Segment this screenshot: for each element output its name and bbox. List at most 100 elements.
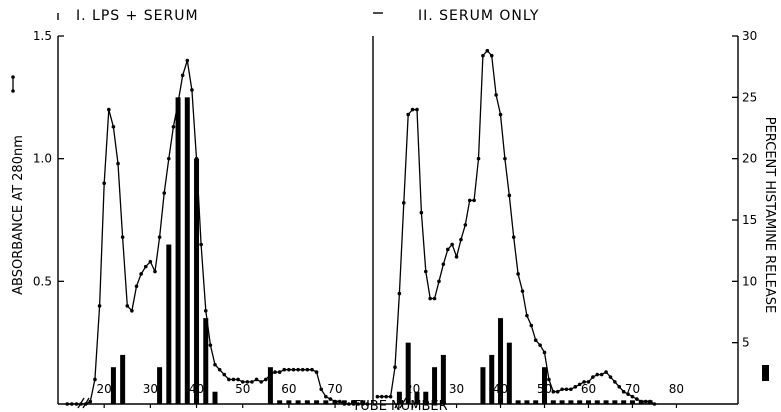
absorbance-point: [88, 399, 93, 404]
right-y-tick-label: 25: [742, 90, 757, 104]
absorbance-point: [116, 161, 120, 166]
right-y-tick-label: 10: [742, 274, 757, 288]
histamine-bar: [212, 391, 218, 404]
absorbance-point: [454, 254, 459, 259]
absorbance-point: [365, 402, 370, 406]
absorbance-point: [106, 107, 111, 112]
histamine-bar: [341, 400, 347, 404]
absorbance-point: [516, 272, 520, 276]
absorbance-point: [569, 387, 573, 392]
left-y-tick-label: 1.0: [33, 152, 52, 166]
absorbance-point: [153, 269, 157, 274]
absorbance-point: [388, 394, 393, 399]
absorbance-point: [428, 296, 432, 301]
absorbance-point: [250, 380, 254, 384]
panel-1: I. LPS + SERUM 0.51.01.5 203040506070: [33, 8, 372, 409]
absorbance-point: [604, 370, 608, 374]
absorbance-point: [432, 296, 437, 301]
absorbance-point: [630, 394, 635, 399]
absorbance-point: [222, 372, 227, 377]
right-y-tick-label: 30: [742, 29, 757, 43]
absorbance-point: [635, 397, 639, 401]
absorbance-point: [538, 343, 542, 347]
panel-2-histamine-bars: [396, 318, 653, 404]
histamine-bar: [295, 400, 301, 404]
histamine-bar: [414, 391, 420, 404]
absorbance-point: [542, 350, 547, 355]
x-tick-label: 30: [143, 382, 158, 396]
x-tick-label: 70: [327, 382, 342, 396]
absorbance-point: [393, 365, 397, 370]
right-y-tick-label: 5: [742, 336, 750, 350]
absorbance-point: [498, 112, 503, 117]
absorbance-point: [437, 279, 441, 284]
absorbance-point: [525, 313, 529, 318]
histamine-bar: [304, 400, 310, 404]
histamine-bar: [157, 367, 163, 404]
absorbance-point: [415, 107, 419, 112]
absorbance-point: [190, 88, 194, 92]
absorbance-point: [203, 308, 208, 313]
absorbance-point: [171, 124, 176, 129]
absorbance-point: [180, 73, 185, 78]
absorbance-point: [314, 370, 319, 374]
absorbance-point: [485, 48, 490, 53]
absorbance-point: [577, 382, 582, 387]
absorbance-point: [176, 100, 180, 105]
absorbance-line: [67, 60, 368, 405]
left-axis-title: ABSORBANCE AT 280nm: [11, 135, 26, 295]
absorbance-point: [167, 156, 171, 161]
histamine-bar: [323, 400, 329, 404]
absorbance-point: [227, 377, 231, 382]
absorbance-point: [282, 367, 287, 372]
absorbance-point: [259, 380, 263, 384]
absorbance-point: [93, 377, 97, 382]
x-tick-label: 30: [449, 382, 464, 396]
absorbance-point: [194, 156, 199, 161]
absorbance-point: [356, 402, 360, 406]
absorbance-point: [217, 367, 222, 372]
absorbance-point: [342, 402, 347, 406]
absorbance-point: [494, 93, 498, 97]
absorbance-point: [582, 380, 586, 384]
absorbance-point: [130, 308, 134, 313]
histamine-bar: [405, 342, 411, 404]
absorbance-point: [423, 269, 428, 274]
absorbance-point: [533, 338, 538, 343]
absorbance-point: [120, 235, 125, 239]
absorbance-point: [111, 124, 116, 129]
absorbance-point: [450, 242, 454, 247]
histamine-bar: [267, 367, 273, 404]
absorbance-line: [377, 49, 655, 405]
histamine-bar: [440, 354, 446, 404]
histamine-bar: [498, 318, 504, 404]
histamine-bar: [524, 400, 530, 404]
absorbance-point: [305, 367, 310, 372]
histamine-bar: [184, 97, 190, 404]
absorbance-point: [503, 156, 507, 161]
panel-1-absorbance-series: [65, 58, 370, 406]
x-tick-label: 60: [581, 382, 596, 396]
absorbance-point: [245, 380, 250, 384]
absorbance-point: [626, 392, 630, 396]
absorbance-point: [333, 399, 337, 404]
histamine-bar: [577, 400, 583, 404]
absorbance-point: [143, 264, 148, 269]
absorbance-point: [445, 247, 450, 252]
absorbance-point: [273, 370, 277, 374]
absorbance-point: [472, 198, 476, 203]
absorbance-point: [406, 112, 410, 117]
x-tick-label: 60: [281, 382, 296, 396]
absorbance-point: [319, 387, 324, 392]
absorbance-point: [555, 389, 560, 394]
histamine-bar: [110, 367, 116, 404]
absorbance-point: [125, 304, 130, 308]
absorbance-point: [643, 399, 648, 404]
absorbance-point: [134, 284, 139, 289]
absorbance-point: [529, 323, 534, 328]
absorbance-point: [617, 385, 622, 389]
histamine-bar: [203, 318, 209, 404]
x-tick-label: 50: [235, 382, 250, 396]
absorbance-point: [324, 394, 328, 399]
